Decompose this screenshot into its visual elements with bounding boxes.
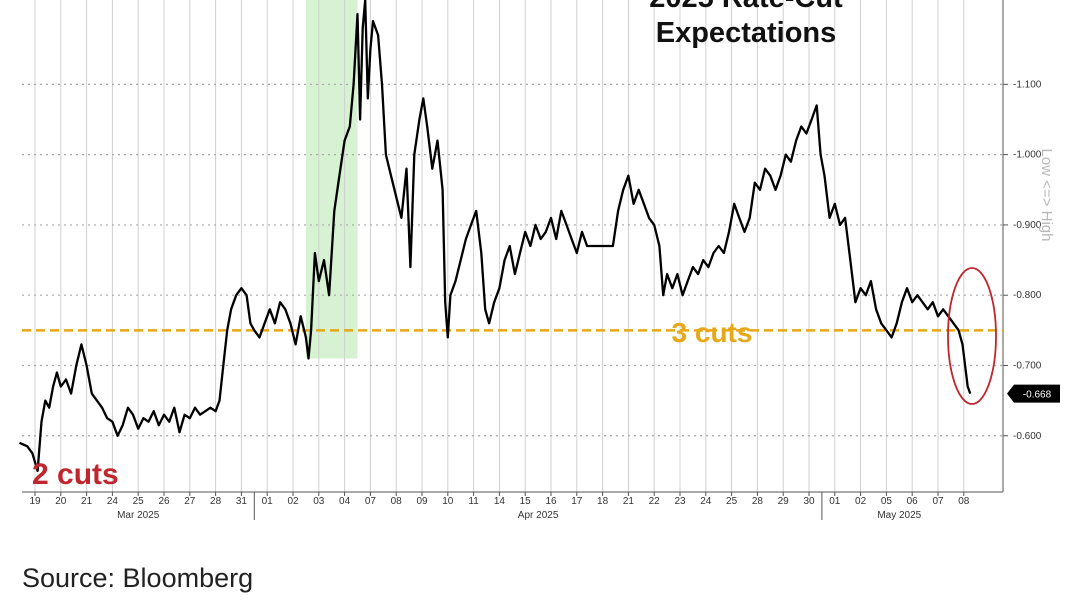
x-tick-label: 22 (649, 496, 661, 507)
x-tick-label: 28 (210, 496, 222, 507)
x-tick-label: 20 (55, 496, 67, 507)
x-tick-label: 02 (287, 496, 299, 507)
x-tick-label: 29 (778, 496, 790, 507)
highlight-ellipse (947, 267, 997, 405)
line-chart: -0.600 -0.700 -0.800 -0.900 -1.000 -1.100 19 20… (19, 0, 1060, 521)
x-tick-label: 04 (339, 496, 351, 507)
x-tick-label: 07 (365, 496, 377, 507)
last-value-tag (1007, 384, 1060, 403)
x-tick-label: 23 (674, 496, 686, 507)
x-tick-label: 07 (932, 496, 944, 507)
annotation-label: 2 cuts (32, 458, 119, 491)
x-tick-label: 25 (726, 496, 738, 507)
x-tick-label: 06 (907, 496, 919, 507)
chart-title: Expectations (656, 17, 837, 49)
x-tick-label: 03 (313, 496, 325, 507)
x-tick-label: 14 (494, 496, 506, 507)
month-label: Apr 2025 (518, 510, 559, 521)
x-tick-label: 16 (545, 496, 557, 507)
x-tick-label: 05 (881, 496, 893, 507)
last-value-label: -0.668 (1023, 390, 1052, 401)
x-tick-label: 19 (29, 496, 41, 507)
x-tick-label: 31 (236, 496, 248, 507)
y-tick-label: -0.600 (1013, 431, 1042, 442)
y-tick-label: -0.800 (1013, 290, 1042, 301)
series-line (19, 0, 972, 473)
y-tick-label: -0.900 (1013, 220, 1042, 231)
x-tick-label: 30 (803, 496, 815, 507)
y-tick-label: -1.000 (1013, 150, 1042, 161)
x-tick-label: 26 (158, 496, 170, 507)
x-tick-label: 11 (468, 496, 479, 507)
y-tick-label: -0.700 (1013, 360, 1042, 371)
x-tick-label: 02 (855, 496, 867, 507)
y-axis-label: Low <=> High (1038, 149, 1055, 242)
x-tick-label: 25 (133, 496, 145, 507)
x-tick-label: 10 (442, 496, 454, 507)
reference-line-label: 3 cuts (672, 317, 753, 348)
x-tick-label: 01 (262, 496, 274, 507)
x-tick-label: 24 (700, 496, 712, 507)
x-tick-label: 17 (571, 496, 583, 507)
x-tick-label: 21 (623, 496, 635, 507)
month-label: Mar 2025 (117, 510, 160, 521)
x-tick-label: 15 (520, 496, 532, 507)
x-tick-label: 18 (597, 496, 609, 507)
x-tick-label: 28 (752, 496, 764, 507)
highlight-band (305, 0, 358, 359)
x-tick-label: 27 (184, 496, 196, 507)
source-note: Source: Bloomberg (22, 563, 254, 593)
x-tick-label: 08 (958, 496, 970, 507)
x-tick-label: 01 (829, 496, 841, 507)
x-tick-label: 09 (416, 496, 428, 507)
x-tick-label: 08 (391, 496, 403, 507)
y-tick-label: -1.100 (1013, 79, 1042, 90)
x-tick-label: 24 (107, 496, 119, 507)
chart: -0.600 -0.700 -0.800 -0.900 -1.000 -1.100 19 20… (19, 0, 1060, 521)
chart-title: 2025 Rate-Cut (649, 0, 843, 14)
x-tick-label: 21 (81, 496, 93, 507)
month-label: May 2025 (877, 510, 921, 521)
